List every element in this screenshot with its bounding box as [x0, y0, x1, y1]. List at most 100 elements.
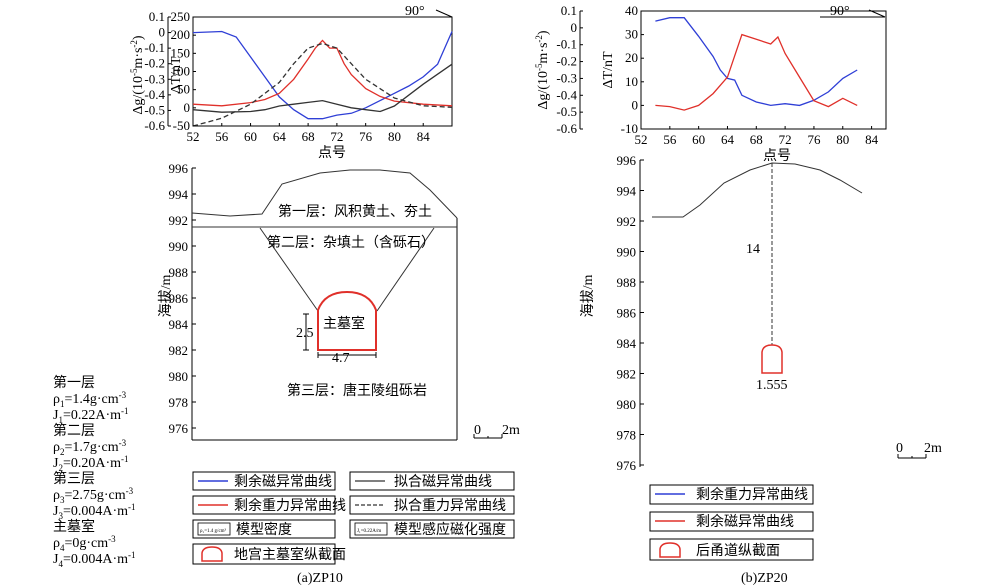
- panel-b-right-tick-label: 20: [625, 50, 638, 65]
- panel-b-series-1-line: [655, 33, 858, 111]
- panel-a-left-tick-label: 0: [159, 25, 166, 40]
- panel-b-right-tick-label: 10: [625, 74, 638, 89]
- panel-a-chamber-label: 主墓室: [323, 315, 365, 332]
- legend-a-magnetization-icon: [354, 522, 388, 536]
- panel-b-xtick-label: 80: [836, 132, 849, 147]
- param-chamber-density: ρ4=0g·cm-3: [53, 534, 116, 553]
- panel-a-height-dimension: [303, 313, 309, 351]
- param-layer1-density: ρ1=1.4g·cm-3: [53, 390, 127, 409]
- panel-b-xtick-label: 76: [807, 132, 821, 147]
- panel-a-series-2-line: [192, 63, 453, 113]
- panel-b-right-tick-label: -10: [621, 121, 638, 136]
- panel-a-caption: (a)ZP10: [297, 571, 343, 586]
- panel-a-scale-bar: [473, 434, 503, 439]
- panel-a-profile-tick-label: 976: [169, 421, 189, 436]
- panel-a-width-dimension: [317, 352, 377, 358]
- panel-a-scale-label: 2m: [502, 423, 520, 438]
- panel-b-profile-tick-label: 988: [617, 275, 637, 290]
- param-layer2-magnetization: J2=0.20A·m-1: [53, 454, 129, 473]
- legend-b-section-box: [649, 538, 814, 561]
- panel-a-right-ylabel: ΔT/nT: [169, 56, 184, 93]
- legend-a-mag-fit-label: 拟合磁异常曲线: [394, 474, 492, 490]
- panel-b-plot-frame: [640, 10, 887, 130]
- panel-a-xtick-label: 64: [273, 129, 287, 144]
- panel-b-azimuth-marker: [820, 9, 886, 18]
- panel-b-profile-tick-label: 986: [617, 306, 637, 321]
- panel-b-left-tick-label: -0.1: [556, 37, 577, 52]
- legend-a-density-label: 模型密度: [236, 521, 292, 538]
- panel-b-profile-tick-label: 976: [617, 458, 637, 473]
- param-chamber-magnetization: J4=0.004A·m-1: [53, 550, 136, 569]
- panel-a-left-tick-label: -0.3: [144, 71, 165, 86]
- panel-b-scale-bar: [897, 454, 927, 459]
- param-layer1: 第一层 ρ1=1.4g·cm-3 J1=0.22A·m-1: [53, 374, 129, 425]
- panel-b-profile-tick-label: 994: [617, 184, 637, 199]
- panel-b-xlabel: 点号: [763, 148, 791, 164]
- panel-a-height-label: 2.5: [296, 326, 314, 341]
- panel-a-right-tick-label: 100: [171, 64, 191, 79]
- panel-b-left-tick-label: -0.5: [556, 104, 577, 119]
- param-layer2-density: ρ2=1.7g·cm-3: [53, 438, 127, 457]
- panel-b-xtick-label: 52: [635, 132, 648, 147]
- legend-a-magnetization-box: [349, 519, 515, 539]
- panel-b-profile: 996 994 992 990 988 986 984 982 980 978 976 海拔/m 1…: [580, 153, 942, 473]
- panel-a-profile-tick-label: 988: [169, 265, 189, 280]
- panel-b-profile-tick-label: 992: [617, 214, 637, 229]
- panel-a-profile-tick-label: 978: [169, 395, 189, 410]
- panel-b-left-tick-label: -0.4: [556, 87, 577, 102]
- panel-a-ground-surface: [191, 169, 458, 219]
- panel-a-layer3-label: 第三层：唐王陵组砾岩: [287, 382, 427, 399]
- panel-a-left-tick-label: -0.5: [144, 102, 165, 117]
- panel-a-series-1-line: [192, 39, 453, 107]
- panel-a-width-label: 4.7: [332, 351, 350, 366]
- param-layer3-magnetization: J3=0.004A·m-1: [53, 502, 136, 521]
- legend-a-grav-fit-box: [349, 495, 515, 515]
- panel-a-right-tick-label: -50: [173, 118, 190, 133]
- panel-b-tunnel-label: 1.555: [756, 378, 788, 393]
- legend-a-density-icon-text: ρ₁=1.4 g/cm³: [200, 528, 227, 534]
- param-layer2-name: 第二层: [53, 422, 95, 439]
- panel-b-chart: 52 56 60 64 68 72 76 80 84 0.1 0 -0.1 -0.2-0.3 -0.4 -0…: [534, 3, 887, 164]
- panel-a-right-tick-label: 0: [184, 100, 191, 115]
- panel-a-xtick-label: 52: [187, 129, 200, 144]
- panel-b-legend: 剩余重力异常曲线 剩余磁异常曲线 后甬道纵截面 (b)ZP20: [649, 484, 814, 586]
- panel-a-xtick-label: 72: [330, 129, 343, 144]
- panel-b-xtick-label: 84: [865, 132, 879, 147]
- legend-b-grav-resid-box: [649, 484, 814, 505]
- panel-a-layer2-label: 第二层：杂填土（含砾石）: [267, 234, 435, 251]
- panel-a-profile-tick-label: 994: [169, 187, 189, 202]
- panel-a-profile: 996 994 992 990 988 986 984 982 980 978 976 海拔/m 第…: [158, 161, 520, 441]
- panel-a-profile-tick-label: 986: [169, 291, 189, 306]
- legend-a-grav-resid-box: [192, 495, 336, 515]
- param-layer1-name: 第一层: [53, 374, 95, 391]
- panel-b-xtick-label: 60: [692, 132, 705, 147]
- panel-b-profile-ticks: 996 994 992 990 988 986 984 982 980 978 976: [617, 153, 644, 473]
- panel-a-series-3-line: [192, 42, 453, 127]
- panel-a-profile-tick-label: 990: [169, 239, 189, 254]
- legend-a-section-box: [192, 543, 336, 565]
- panel-a-left-tick-label: 0.1: [149, 9, 165, 24]
- legend-a-mag-resid-label: 剩余磁异常曲线: [234, 473, 332, 490]
- panel-b-caption: (b)ZP20: [741, 571, 788, 586]
- panel-a-azimuth: 90°: [405, 4, 425, 19]
- panel-b-xtick-label: 68: [750, 132, 763, 147]
- panel-a-right-tick-label: 50: [177, 82, 190, 97]
- panel-b-left-ylabel: Δg/(10-5m·s-2): [534, 30, 551, 110]
- panel-a-profile-tick-label: 982: [169, 343, 189, 358]
- panel-a-ticks: 52 56 60 64 68 72 76 80 840.10-0.1-0.2-0.3-0.4-0…: [144, 9, 430, 144]
- panel-a-parameters: 第一层 ρ1=1.4g·cm-3 J1=0.22A·m-1 第二层 ρ2=1.7…: [53, 374, 136, 569]
- panel-b-scale-label: 2m: [924, 441, 942, 456]
- panel-a-chart: 52 56 60 64 68 72 76 80 840.10-0.1-0.2-0.3-0.4-0…: [129, 4, 453, 161]
- panel-b-curves: [655, 17, 858, 111]
- panel-b-tunnel-section: [761, 344, 783, 374]
- panel-b-ground-surface: [652, 162, 863, 218]
- panel-a-right-tick-label: 150: [171, 45, 191, 60]
- param-layer1-magnetization: J1=0.22A·m-1: [53, 406, 129, 425]
- legend-a-grav-fit-label: 拟合重力异常曲线: [394, 498, 506, 514]
- panel-a-layer2-boundary: [259, 227, 435, 312]
- legend-a-section-icon: [201, 546, 223, 562]
- legend-a-density-box: [192, 519, 336, 539]
- legend-a-density-icon: [197, 522, 231, 536]
- legend-b-mag-resid-box: [649, 511, 814, 532]
